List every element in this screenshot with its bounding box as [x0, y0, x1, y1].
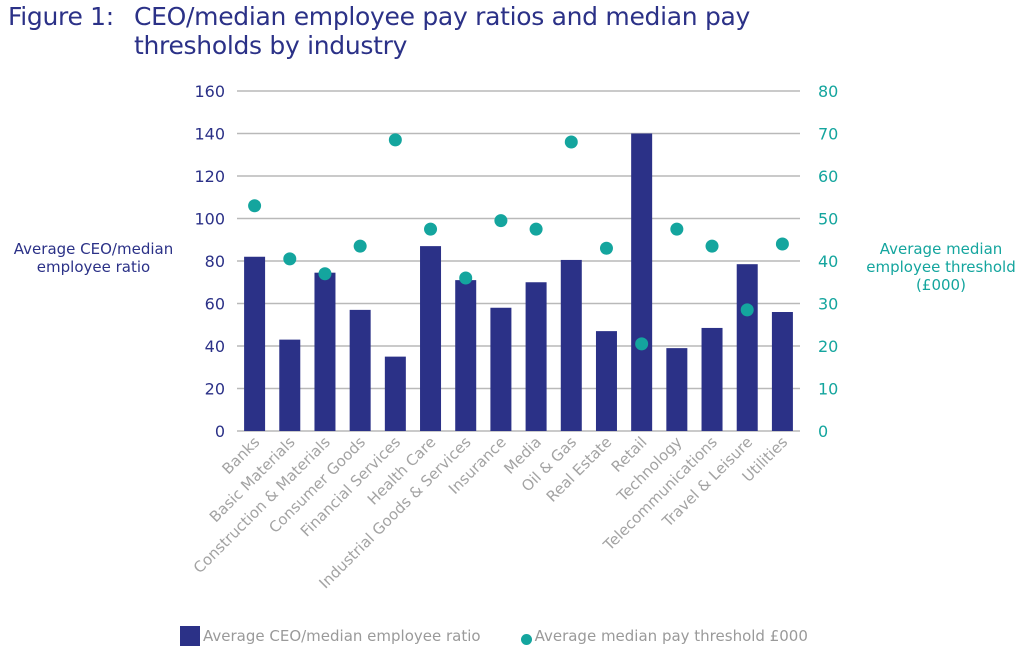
y-tick-left-label: 80 [205, 252, 225, 271]
bar [349, 309, 371, 431]
bar [736, 264, 758, 431]
y-ticks-right: 0 10 20 30 40 50 60 70 80 [818, 82, 838, 441]
y-axis-right-label-line: employee threshold [866, 258, 1016, 276]
bar [560, 259, 582, 431]
bar [279, 339, 301, 431]
dot [494, 214, 508, 228]
title-line-1: CEO/median employee pay ratios and media… [134, 2, 751, 31]
dot [248, 199, 262, 213]
x-tick-label: Construction & Materials [190, 433, 334, 577]
y-tick-left-label: 60 [205, 295, 225, 314]
legend: Average CEO/median employee ratio Averag… [180, 626, 808, 646]
bar [384, 356, 406, 431]
legend-label-ratio: Average CEO/median employee ratio [203, 627, 481, 645]
dot [599, 241, 613, 255]
y-axis-right-label-line: (£000) [916, 276, 966, 294]
chart-title: Figure 1: CEO/median employee pay ratios … [8, 2, 750, 60]
y-tick-left-label: 40 [205, 337, 225, 356]
y-ticks-left: 0 20 40 60 80 100 120 140 160 [194, 82, 225, 441]
bar [631, 133, 653, 431]
dot [705, 239, 719, 253]
y-tick-left-label: 0 [215, 422, 225, 441]
bar [701, 327, 723, 431]
dot-series [248, 133, 789, 351]
y-axis-right-label-line: Average median [879, 240, 1003, 258]
dot [564, 135, 578, 149]
dot [529, 222, 543, 236]
bar [420, 246, 442, 431]
dot [353, 239, 367, 253]
y-tick-right-label: 20 [818, 337, 838, 356]
dot [635, 337, 649, 351]
dot [388, 133, 402, 147]
dot [318, 267, 332, 281]
dot [670, 222, 684, 236]
bar [490, 307, 512, 431]
y-tick-right-label: 40 [818, 252, 838, 271]
y-tick-right-label: 30 [818, 295, 838, 314]
legend-label-threshold: Average median pay threshold £000 [534, 627, 808, 645]
legend-swatch-bar [180, 626, 200, 646]
bar-series [244, 133, 793, 431]
y-tick-left-label: 160 [194, 82, 225, 101]
y-tick-left-label: 20 [205, 380, 225, 399]
bar [771, 312, 793, 431]
y-axis-left-label-line: Average CEO/median [13, 240, 174, 258]
y-tick-right-label: 70 [818, 125, 838, 144]
title-line-2: thresholds by industry [134, 31, 408, 60]
bar [525, 282, 547, 431]
y-tick-left-label: 120 [194, 167, 225, 186]
y-tick-right-label: 80 [818, 82, 838, 101]
bar [244, 256, 266, 431]
figure-label: Figure 1: [8, 2, 114, 31]
y-axis-left-label: Average CEO/median employee ratio [6, 240, 181, 276]
bar [666, 348, 688, 431]
y-tick-right-label: 0 [818, 422, 828, 441]
y-tick-right-label: 60 [818, 167, 838, 186]
bar [314, 272, 336, 431]
y-tick-right-label: 50 [818, 210, 838, 229]
y-tick-left-label: 140 [194, 125, 225, 144]
dot [459, 271, 473, 285]
y-tick-right-label: 10 [818, 380, 838, 399]
y-axis-right-label: Average median employee threshold (£000) [856, 240, 1023, 294]
y-tick-left-label: 100 [194, 210, 225, 229]
dot [740, 303, 754, 317]
legend-swatch-dot [520, 633, 532, 645]
y-axis-left-label-line: employee ratio [36, 258, 151, 276]
dot [775, 237, 789, 251]
dot [424, 222, 438, 236]
bar [455, 280, 477, 431]
dot [283, 252, 297, 266]
bar [595, 331, 617, 431]
